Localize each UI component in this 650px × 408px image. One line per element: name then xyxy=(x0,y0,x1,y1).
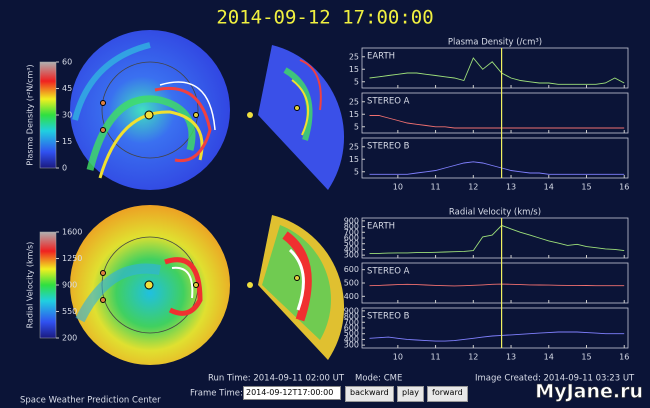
panel-label: STEREO A xyxy=(367,97,410,107)
density-wedge xyxy=(247,45,345,190)
x-tick-label: 14 xyxy=(544,353,554,362)
x-tick-label: 15 xyxy=(581,353,591,362)
x-tick-label: 16 xyxy=(619,183,629,192)
footer-org: Space Weather Prediction Center xyxy=(20,396,161,406)
backward-button[interactable]: backward xyxy=(345,386,394,402)
page-title: 2014-09-12 17:00:00 xyxy=(216,7,433,29)
x-tick-label: 13 xyxy=(506,353,516,362)
colorbar-tick-label: 0 xyxy=(62,164,67,173)
y-tick-label: 15 xyxy=(349,110,359,119)
panel-label: EARTH xyxy=(367,222,395,232)
forward-button[interactable]: forward xyxy=(427,386,468,402)
y-tick-label: 300 xyxy=(344,251,359,260)
y-tick-label: 900 xyxy=(344,306,359,315)
image-created: Image Created: 2014-09-11 03:23 UT xyxy=(475,374,635,384)
panel-label: STEREO B xyxy=(367,142,410,152)
y-tick-label: 900 xyxy=(344,216,359,225)
x-tick-label: 15 xyxy=(581,183,591,192)
frame-label: Frame Time: xyxy=(190,389,243,399)
y-tick-label: 600 xyxy=(344,234,359,243)
colorbar-tick-label: 550 xyxy=(62,307,77,316)
run-time: Run Time: 2014-09-11 02:00 UT xyxy=(208,374,345,384)
x-tick-label: 14 xyxy=(544,183,554,192)
series-line xyxy=(369,283,625,287)
y-tick-label: 400 xyxy=(344,292,359,301)
panel-label: STEREO B xyxy=(367,312,410,322)
chart-title: Plasma Density (/cm³) xyxy=(448,38,542,48)
frame-input[interactable]: 2014-09-12T17:00:00 xyxy=(243,386,341,400)
y-tick-label: 15 xyxy=(349,65,359,74)
colorbar-tick-label: 1600 xyxy=(62,228,82,237)
panel xyxy=(361,217,629,259)
colorbar-tick-label: 900 xyxy=(62,281,77,290)
panel xyxy=(361,137,629,179)
colorbar-tick-label: 15 xyxy=(62,137,72,146)
y-tick-label: 400 xyxy=(344,245,359,254)
y-tick-label: 25 xyxy=(349,142,359,151)
y-tick-label: 400 xyxy=(344,335,359,344)
x-tick-label: 12 xyxy=(468,353,478,362)
y-tick-label: 5 xyxy=(354,167,359,176)
y-tick-label: 5 xyxy=(354,122,359,131)
velocity-wedge xyxy=(247,215,345,360)
chart-title: Radial Velocity (km/s) xyxy=(449,208,541,218)
y-tick-label: 300 xyxy=(344,341,359,350)
x-tick-label: 10 xyxy=(393,183,403,192)
x-tick-label: 11 xyxy=(430,353,440,362)
x-tick-label: 16 xyxy=(619,353,629,362)
x-tick-label: 12 xyxy=(468,183,478,192)
colorbar-tick-label: 200 xyxy=(62,334,77,343)
y-tick-label: 15 xyxy=(349,155,359,164)
panel xyxy=(361,92,629,134)
y-tick-label: 500 xyxy=(344,279,359,288)
colorbar-tick-label: 60 xyxy=(62,58,72,67)
y-tick-label: 700 xyxy=(344,318,359,327)
colorbar-label: Radial Velocity (km/s) xyxy=(26,242,35,329)
series-line xyxy=(369,331,625,342)
series-line xyxy=(369,115,625,129)
watermark: MyJane.ru xyxy=(535,381,643,403)
y-tick-label: 5 xyxy=(354,77,359,86)
colorbar-tick-label: 30 xyxy=(62,111,72,120)
y-tick-label: 800 xyxy=(344,222,359,231)
colorbar-label: Plasma Density (r²N/cm³) xyxy=(26,64,35,165)
y-tick-label: 700 xyxy=(344,228,359,237)
mode: Mode: CME xyxy=(355,374,402,384)
y-tick-label: 600 xyxy=(344,324,359,333)
panel xyxy=(361,47,629,89)
y-tick-label: 25 xyxy=(349,97,359,106)
velocity-map xyxy=(70,205,230,365)
y-tick-label: 800 xyxy=(344,312,359,321)
series-line xyxy=(369,161,625,175)
x-tick-label: 10 xyxy=(393,353,403,362)
x-tick-label: 11 xyxy=(430,183,440,192)
y-tick-label: 600 xyxy=(344,265,359,274)
density-map xyxy=(70,30,230,190)
colorbar-tick-label: 1250 xyxy=(62,254,82,263)
panel-label: EARTH xyxy=(367,52,395,62)
y-tick-label: 500 xyxy=(344,239,359,248)
x-tick-label: 13 xyxy=(506,183,516,192)
series-line xyxy=(369,224,625,254)
y-tick-label: 500 xyxy=(344,329,359,338)
colorbar-tick-label: 45 xyxy=(62,84,72,93)
y-tick-label: 25 xyxy=(349,52,359,61)
panel-label: STEREO A xyxy=(367,267,410,277)
play-button[interactable]: play xyxy=(397,386,424,402)
series-line xyxy=(369,57,625,85)
colorbar xyxy=(39,61,57,169)
colorbar xyxy=(39,231,57,339)
